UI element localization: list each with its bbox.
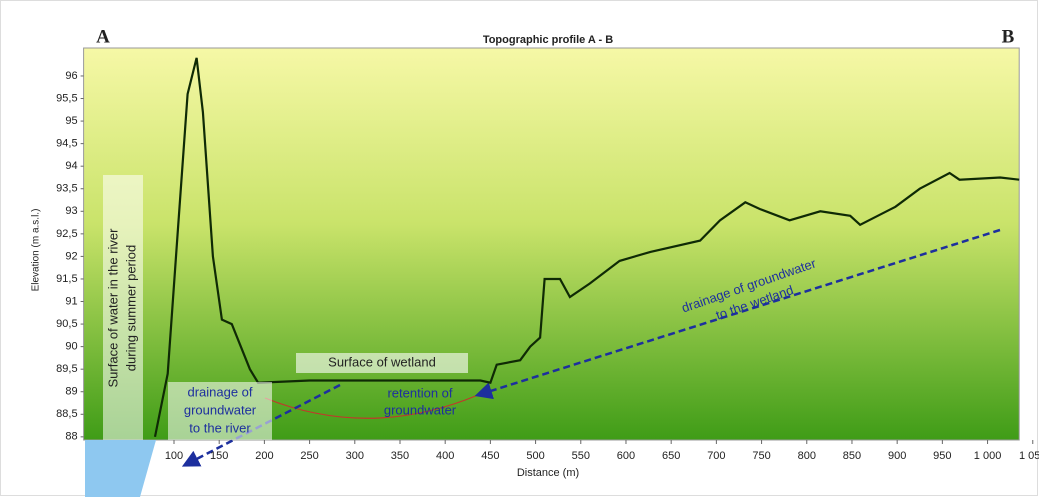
y-tick-label: 88,5 — [56, 408, 77, 420]
x-tick-label: 550 — [572, 450, 590, 462]
y-tick-label: 95,5 — [56, 92, 77, 104]
x-tick-label: 400 — [436, 450, 454, 462]
annotation: to the river — [189, 420, 251, 435]
y-tick-label: 93,5 — [56, 183, 77, 195]
annotation: Surface of wetland — [328, 354, 436, 369]
x-tick-label: 450 — [481, 450, 499, 462]
y-tick-label: 96 — [65, 70, 77, 82]
annotation: groundwater — [384, 402, 457, 417]
y-tick-label: 91,5 — [56, 273, 77, 285]
y-tick-label: 92,5 — [56, 228, 77, 240]
y-tick-label: 90,5 — [56, 318, 77, 330]
x-tick-label: 800 — [798, 450, 816, 462]
y-tick-label: 91 — [65, 295, 77, 307]
y-tick-label: 95 — [65, 115, 77, 127]
x-tick-label: 750 — [752, 450, 770, 462]
plot-area — [84, 48, 1020, 440]
y-axis-label: Elevation (m a.s.l.) — [31, 209, 42, 292]
x-tick-label: 300 — [346, 450, 364, 462]
x-tick-label: 1 000 — [974, 450, 1002, 462]
y-tick-label: 89 — [65, 386, 77, 398]
annotation: retention of — [387, 385, 452, 400]
x-tick-label: 600 — [617, 450, 635, 462]
x-axis-label: Distance (m) — [517, 467, 579, 479]
x-tick-label: 350 — [391, 450, 409, 462]
y-tick-label: 92 — [65, 250, 77, 262]
x-tick-label: 100 — [165, 450, 183, 462]
annotation: Surface of water in the river — [105, 228, 120, 388]
x-tick-label: 150 — [210, 450, 228, 462]
x-tick-label: 250 — [300, 450, 318, 462]
y-tick-label: 90 — [65, 341, 77, 353]
x-tick-label: 1 050 — [1019, 450, 1039, 462]
x-tick-label: 700 — [707, 450, 725, 462]
x-tick-label: 850 — [843, 450, 861, 462]
x-tick-label: 650 — [662, 450, 680, 462]
x-tick-label: 500 — [526, 450, 544, 462]
x-tick-label: 200 — [255, 450, 273, 462]
point-b: B — [1002, 26, 1015, 47]
annotation: groundwater — [184, 402, 257, 417]
y-tick-label: 88 — [65, 431, 77, 443]
chart: A B Topographic profile A - B Distance (… — [0, 0, 1039, 497]
chart-title: Topographic profile A - B — [483, 34, 613, 46]
y-tick-label: 94,5 — [56, 138, 77, 150]
point-a: A — [96, 26, 110, 47]
annotation: during summer period — [123, 245, 138, 371]
y-tick-label: 93 — [65, 205, 77, 217]
y-tick-label: 89,5 — [56, 363, 77, 375]
x-tick-label: 950 — [933, 450, 951, 462]
y-tick-label: 94 — [65, 160, 77, 172]
x-tick-label: 900 — [888, 450, 906, 462]
annotation: drainage of — [187, 384, 252, 399]
